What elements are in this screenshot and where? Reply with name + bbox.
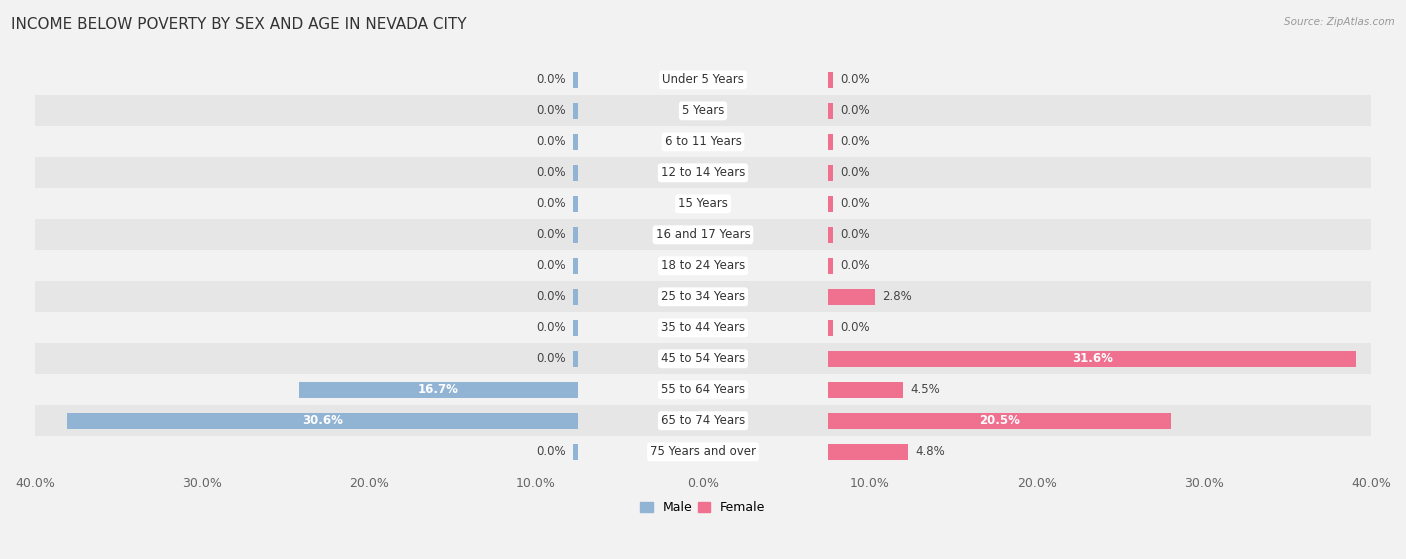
Bar <box>572 165 578 181</box>
Bar <box>35 219 1371 250</box>
Text: 0.0%: 0.0% <box>537 105 567 117</box>
Legend: Male, Female: Male, Female <box>636 496 770 519</box>
Text: 0.0%: 0.0% <box>537 321 567 334</box>
Text: 15 Years: 15 Years <box>678 197 728 210</box>
Text: 0.0%: 0.0% <box>537 167 567 179</box>
Bar <box>35 96 1371 126</box>
Text: 16.7%: 16.7% <box>418 383 458 396</box>
Bar <box>572 350 578 367</box>
Bar <box>828 196 834 212</box>
Bar <box>572 196 578 212</box>
Text: 2.8%: 2.8% <box>882 290 911 304</box>
Bar <box>572 444 578 460</box>
Text: 16 and 17 Years: 16 and 17 Years <box>655 228 751 241</box>
Text: 0.0%: 0.0% <box>839 73 869 87</box>
Bar <box>35 436 1371 467</box>
Text: 35 to 44 Years: 35 to 44 Years <box>661 321 745 334</box>
Text: 0.0%: 0.0% <box>839 228 869 241</box>
Text: 0.0%: 0.0% <box>839 135 869 148</box>
Text: 45 to 54 Years: 45 to 54 Years <box>661 352 745 366</box>
Text: 0.0%: 0.0% <box>839 321 869 334</box>
Text: 30.6%: 30.6% <box>302 414 343 427</box>
Bar <box>828 258 834 274</box>
Text: 25 to 34 Years: 25 to 34 Years <box>661 290 745 304</box>
Bar <box>572 134 578 150</box>
Bar <box>35 64 1371 96</box>
Text: 55 to 64 Years: 55 to 64 Years <box>661 383 745 396</box>
Text: INCOME BELOW POVERTY BY SEX AND AGE IN NEVADA CITY: INCOME BELOW POVERTY BY SEX AND AGE IN N… <box>11 17 467 32</box>
Text: 31.6%: 31.6% <box>1071 352 1112 366</box>
Bar <box>828 227 834 243</box>
Text: 12 to 14 Years: 12 to 14 Years <box>661 167 745 179</box>
Bar <box>35 375 1371 405</box>
Bar <box>572 227 578 243</box>
Bar <box>572 320 578 336</box>
Text: 4.5%: 4.5% <box>910 383 939 396</box>
Bar <box>828 382 904 398</box>
Text: 0.0%: 0.0% <box>839 105 869 117</box>
Bar <box>35 157 1371 188</box>
Text: 0.0%: 0.0% <box>537 73 567 87</box>
Text: 18 to 24 Years: 18 to 24 Years <box>661 259 745 272</box>
Bar <box>35 188 1371 219</box>
Bar <box>35 281 1371 312</box>
Bar <box>572 72 578 88</box>
Bar <box>572 103 578 119</box>
Text: 5 Years: 5 Years <box>682 105 724 117</box>
Text: 0.0%: 0.0% <box>839 167 869 179</box>
Bar <box>828 72 834 88</box>
Bar <box>299 382 578 398</box>
Text: 0.0%: 0.0% <box>537 259 567 272</box>
Bar <box>828 165 834 181</box>
Text: 0.0%: 0.0% <box>537 135 567 148</box>
Text: 6 to 11 Years: 6 to 11 Years <box>665 135 741 148</box>
Bar <box>35 405 1371 436</box>
Bar <box>828 103 834 119</box>
Bar <box>35 312 1371 343</box>
Bar <box>572 289 578 305</box>
Bar <box>828 413 1171 429</box>
Bar <box>35 126 1371 157</box>
Text: 65 to 74 Years: 65 to 74 Years <box>661 414 745 427</box>
Bar <box>828 289 875 305</box>
Text: 0.0%: 0.0% <box>839 197 869 210</box>
Bar <box>828 444 908 460</box>
Bar <box>828 320 834 336</box>
Text: 0.0%: 0.0% <box>839 259 869 272</box>
Text: 0.0%: 0.0% <box>537 446 567 458</box>
Bar <box>35 343 1371 375</box>
Text: 0.0%: 0.0% <box>537 290 567 304</box>
Bar <box>572 258 578 274</box>
Bar <box>66 413 578 429</box>
Bar <box>828 350 1355 367</box>
Text: Under 5 Years: Under 5 Years <box>662 73 744 87</box>
Text: 0.0%: 0.0% <box>537 197 567 210</box>
Bar <box>828 134 834 150</box>
Text: Source: ZipAtlas.com: Source: ZipAtlas.com <box>1284 17 1395 27</box>
Text: 75 Years and over: 75 Years and over <box>650 446 756 458</box>
Text: 0.0%: 0.0% <box>537 228 567 241</box>
Text: 20.5%: 20.5% <box>979 414 1019 427</box>
Text: 0.0%: 0.0% <box>537 352 567 366</box>
Text: 4.8%: 4.8% <box>915 446 945 458</box>
Bar <box>35 250 1371 281</box>
